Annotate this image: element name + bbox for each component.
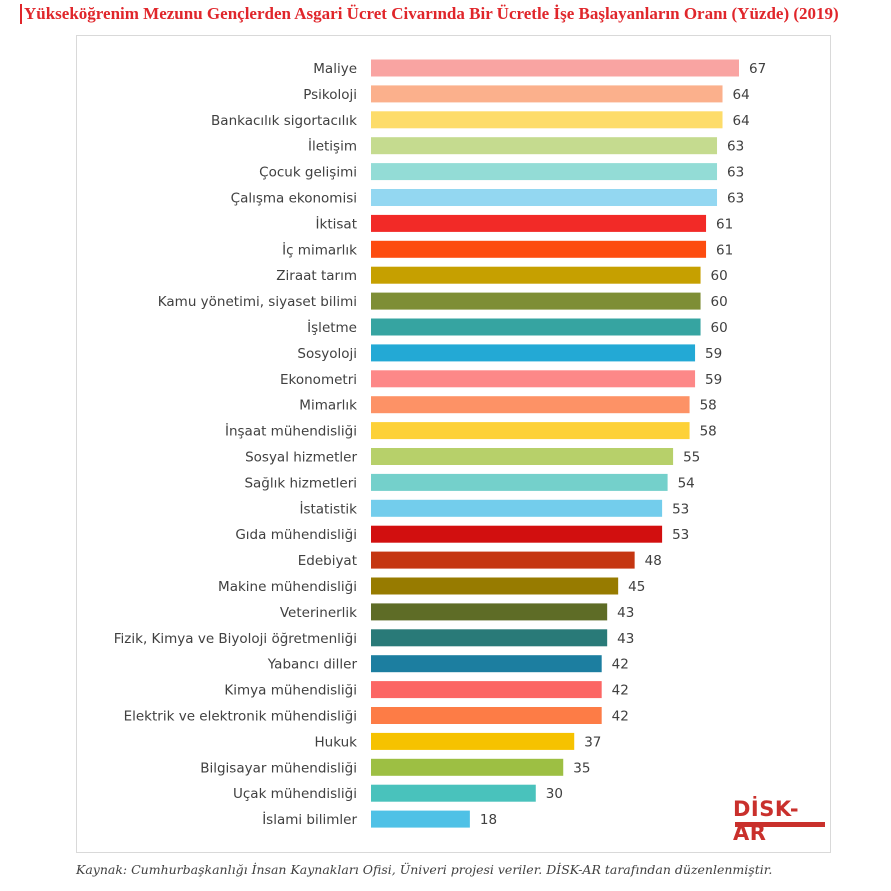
bar (371, 422, 690, 440)
category-label: Hukuk (315, 734, 358, 750)
bar-chart: Maliye 67 Psikoloji 64 Bankacılık sigortacıl… (114, 59, 766, 828)
bar (371, 137, 718, 155)
bar (371, 473, 668, 491)
bar (371, 214, 707, 232)
value-label: 43 (617, 605, 634, 621)
category-label: İç mimarlık (282, 240, 357, 258)
chart-title: Yükseköğrenim Mezunu Gençlerden Asgari Ü… (20, 4, 889, 24)
value-label: 55 (683, 450, 700, 466)
category-label: Çocuk gelişimi (259, 165, 357, 181)
value-label: 48 (645, 553, 662, 569)
bar (371, 189, 718, 206)
category-label: Bilgisayar mühendisliği (200, 760, 357, 776)
value-label: 45 (628, 579, 645, 595)
category-label: Yabancı diller (267, 657, 358, 673)
bar (371, 163, 718, 181)
value-label: 61 (716, 242, 733, 258)
category-label: Elektrik ve elektronik mühendisliği (124, 709, 357, 725)
category-label: Psikoloji (303, 87, 357, 103)
logo-strip (735, 822, 825, 827)
value-label: 63 (727, 191, 744, 207)
value-label: 53 (672, 501, 689, 517)
category-label: Gıda mühendisliği (235, 527, 357, 543)
value-label: 59 (705, 346, 722, 362)
bar (371, 732, 575, 750)
bar (371, 577, 619, 595)
bar (371, 85, 723, 103)
category-label: Edebiyat (298, 553, 357, 569)
value-label: 42 (612, 657, 629, 673)
bar (371, 603, 608, 621)
bar (371, 525, 663, 543)
category-label: Kimya mühendisliği (224, 683, 357, 699)
category-label: Ekonometri (280, 372, 357, 388)
value-label: 58 (700, 398, 717, 414)
value-label: 60 (711, 320, 728, 336)
bar (371, 448, 674, 465)
logo-wordmark: DİSK-AR (733, 797, 800, 845)
value-label: 60 (711, 294, 728, 310)
category-label: İstatistik (299, 499, 357, 517)
bar (371, 784, 536, 802)
value-label: 35 (573, 760, 590, 776)
value-label: 63 (727, 139, 744, 155)
category-label: İşletme (307, 318, 357, 336)
bar (371, 344, 696, 362)
category-label: Kamu yönetimi, siyaset bilimi (158, 294, 357, 310)
bar (371, 266, 701, 284)
bar (371, 396, 690, 414)
category-label: Sağlık hizmetleri (244, 475, 357, 491)
category-label: Bankacılık sigortacılık (211, 113, 357, 129)
bar (371, 240, 707, 258)
category-label: Uçak mühendisliği (233, 786, 357, 802)
category-label: Fizik, Kimya ve Biyoloji öğretmenliği (114, 631, 357, 647)
bar (371, 292, 701, 310)
bar (371, 318, 701, 336)
category-label: Sosyal hizmetler (245, 450, 357, 466)
chart-area: Maliye 67 Psikoloji 64 Bankacılık sigortacıl… (76, 35, 831, 853)
value-label: 53 (672, 527, 689, 543)
category-label: Mimarlık (299, 398, 357, 414)
value-label: 67 (749, 61, 766, 77)
value-label: 59 (705, 372, 722, 388)
value-label: 54 (678, 475, 695, 491)
category-label: İnşaat mühendisliği (225, 422, 357, 440)
bar (371, 707, 602, 724)
category-label: İslami bilimler (262, 810, 357, 828)
value-label: 43 (617, 631, 634, 647)
value-label: 63 (727, 165, 744, 181)
value-label: 61 (716, 216, 733, 232)
bar (371, 681, 602, 699)
value-label: 60 (711, 268, 728, 284)
bar (371, 758, 564, 776)
bar (371, 499, 663, 517)
bar (371, 111, 723, 129)
bar (371, 629, 608, 647)
disk-ar-logo: DİSK-AR (733, 797, 829, 845)
value-label: 30 (546, 786, 563, 802)
source-note: Kaynak: Cumhurbaşkanlığı İnsan Kaynaklar… (76, 862, 773, 877)
value-label: 64 (733, 87, 750, 103)
value-label: 42 (612, 683, 629, 699)
category-label: İktisat (316, 214, 357, 232)
value-label: 18 (480, 812, 497, 828)
bar (371, 59, 739, 77)
category-label: Makine mühendisliği (218, 579, 357, 595)
value-label: 64 (733, 113, 750, 129)
value-label: 58 (700, 424, 717, 440)
category-label: Ziraat tarım (276, 268, 357, 284)
category-label: İletişim (308, 137, 357, 155)
bar (371, 810, 470, 828)
value-label: 42 (612, 709, 629, 725)
category-label: Çalışma ekonomisi (231, 191, 357, 207)
category-label: Maliye (313, 61, 357, 77)
bar (371, 655, 602, 673)
bar (371, 551, 635, 569)
bar (371, 370, 696, 388)
category-label: Sosyoloji (297, 346, 357, 362)
value-label: 37 (584, 734, 601, 750)
category-label: Veterinerlik (280, 605, 357, 621)
